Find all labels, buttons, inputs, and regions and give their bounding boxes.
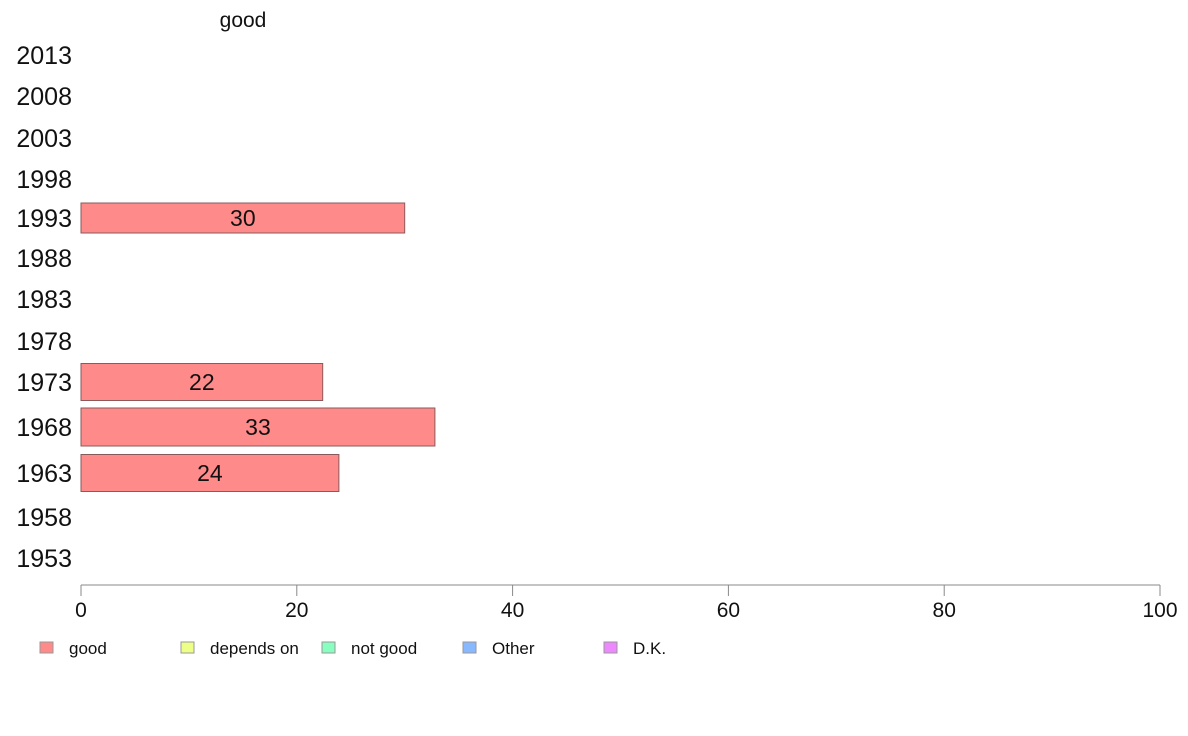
- bar: [80, 202, 406, 234]
- x-axis: 0 20 40 60 80 100: [75, 584, 1178, 622]
- legend-label: not good: [351, 639, 417, 658]
- y-tick-label: 1988: [16, 245, 72, 273]
- legend-label: Other: [492, 639, 535, 658]
- x-tick-label: 0: [75, 599, 87, 622]
- y-tick-label: 1998: [16, 166, 72, 194]
- series-header: good: [220, 9, 267, 32]
- x-tick-label: 100: [1142, 599, 1177, 622]
- legend-label: D.K.: [633, 639, 666, 658]
- legend-swatch: [180, 641, 195, 654]
- y-tick-label: 1978: [16, 328, 72, 356]
- legend-label: good: [69, 639, 107, 658]
- legend-swatch: [321, 641, 336, 654]
- y-tick-label: 1963: [16, 460, 72, 488]
- y-tick-label: 2013: [16, 42, 72, 70]
- bar: [80, 363, 324, 401]
- y-tick-label: 1983: [16, 286, 72, 314]
- y-tick-label: 2003: [16, 125, 72, 153]
- y-tick-label: 1973: [16, 369, 72, 397]
- y-tick-label: 1993: [16, 205, 72, 233]
- bar: [80, 407, 436, 447]
- legend-swatch: [462, 641, 477, 654]
- y-tick-label: 1958: [16, 504, 72, 532]
- x-tick-label: 60: [717, 599, 740, 622]
- legend-label: depends on: [210, 639, 299, 658]
- y-axis-labels: 2013 2008 2003 1998 1993 1988 1983 1978 1973 1968…: [16, 42, 72, 573]
- data-label: 24: [197, 460, 223, 486]
- bars: 30 22 33 24: [80, 202, 436, 492]
- legend-swatch: [39, 641, 54, 654]
- y-tick-label: 1968: [16, 414, 72, 442]
- legend-swatch: [603, 641, 618, 654]
- x-tick-label: 20: [285, 599, 308, 622]
- bar: [80, 454, 340, 492]
- data-label: 33: [245, 414, 271, 440]
- legend: good depends on not good Other D.K.: [39, 639, 666, 658]
- y-tick-label: 2008: [16, 83, 72, 111]
- y-tick-label: 1953: [16, 545, 72, 573]
- data-label: 22: [189, 369, 215, 395]
- x-tick-label: 80: [933, 599, 956, 622]
- data-label: 30: [230, 205, 256, 231]
- x-tick-label: 40: [501, 599, 524, 622]
